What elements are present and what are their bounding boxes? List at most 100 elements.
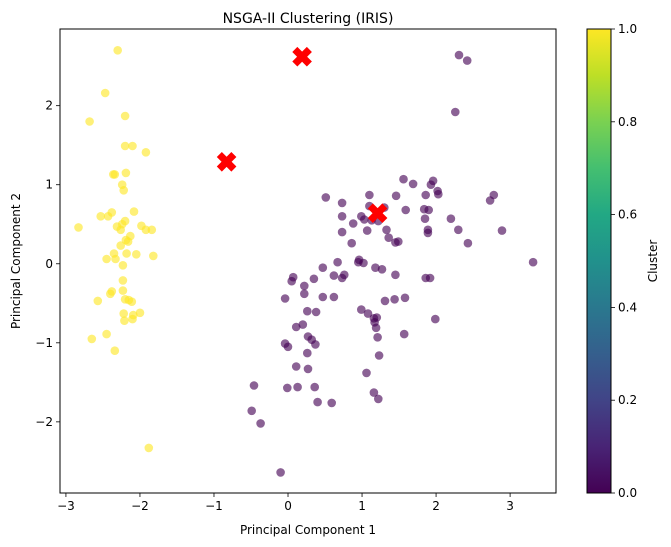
- data-point-cluster-1: [120, 141, 130, 151]
- data-point-cluster-1: [119, 186, 128, 195]
- data-point-cluster-0: [408, 179, 418, 189]
- data-point-cluster-1: [132, 250, 141, 259]
- data-point-cluster-0: [340, 270, 349, 280]
- data-point-cluster-0: [451, 107, 460, 117]
- centroid-marker: [216, 152, 237, 172]
- data-point-cluster-1: [85, 117, 94, 126]
- data-point-cluster-1: [102, 329, 111, 339]
- colorbar-ticks: 0.0 0.2 0.4 0.6 0.8 1.0: [611, 22, 637, 500]
- data-point-cluster-0: [371, 323, 381, 333]
- x-axis: −3 −2 −1 0 1 2 3: [57, 493, 514, 513]
- x-tick-label: −1: [205, 499, 223, 513]
- data-point-cluster-0: [337, 212, 347, 221]
- data-point-cluster-0: [363, 309, 373, 318]
- data-point-cluster-0: [318, 263, 328, 273]
- data-point-cluster-0: [300, 289, 309, 299]
- centroids-layer: [216, 46, 388, 223]
- data-point-cluster-1: [128, 141, 137, 151]
- colorbar-frame: [586, 28, 612, 494]
- data-point-cluster-0: [280, 294, 290, 303]
- data-point-cluster-0: [321, 193, 331, 202]
- x-tick-label: −3: [57, 499, 75, 513]
- data-point-cluster-0: [374, 394, 383, 404]
- data-point-cluster-1: [118, 261, 128, 270]
- data-point-cluster-0: [446, 214, 456, 223]
- data-point-cluster-0: [280, 339, 290, 348]
- data-point-cluster-1: [120, 316, 129, 326]
- data-point-cluster-0: [426, 180, 436, 189]
- colorbar-tick-label: 0.0: [618, 486, 637, 500]
- data-point-cluster-0: [400, 293, 410, 303]
- data-point-cluster-0: [276, 468, 285, 477]
- data-point-cluster-1: [103, 212, 113, 221]
- data-point-cluster-0: [311, 307, 321, 317]
- data-point-cluster-1: [100, 88, 110, 98]
- data-point-cluster-0: [528, 257, 538, 267]
- data-point-cluster-0: [394, 237, 403, 246]
- data-point-cluster-1: [144, 443, 154, 453]
- data-point-cluster-0: [454, 225, 463, 235]
- data-point-cluster-0: [337, 227, 347, 237]
- data-point-cluster-1: [129, 207, 139, 216]
- data-point-cluster-1: [110, 346, 120, 356]
- data-point-cluster-0: [333, 257, 342, 267]
- data-point-cluster-1: [106, 289, 115, 299]
- data-point-cluster-0: [303, 306, 312, 316]
- x-tick-label: 0: [284, 499, 292, 513]
- data-point-cluster-0: [256, 419, 265, 428]
- plot-frame: [59, 28, 557, 494]
- data-point-cluster-0: [463, 238, 473, 248]
- data-point-cluster-0: [357, 305, 366, 314]
- data-point-cluster-0: [431, 314, 440, 324]
- data-point-cluster-0: [313, 397, 322, 407]
- data-point-cluster-0: [362, 226, 372, 235]
- data-point-cluster-0: [310, 382, 320, 392]
- data-point-cluster-0: [462, 56, 472, 65]
- data-point-cluster-1: [120, 111, 130, 121]
- data-point-cluster-0: [497, 226, 507, 235]
- data-point-cluster-1: [113, 46, 122, 55]
- data-point-cluster-0: [434, 189, 443, 199]
- data-point-cluster-0: [365, 190, 374, 200]
- y-axis: −2 −1 0 1 2: [35, 99, 60, 429]
- data-point-cluster-0: [373, 333, 382, 342]
- data-point-cluster-1: [122, 249, 131, 258]
- data-point-cluster-0: [425, 273, 435, 283]
- data-point-cluster-1: [149, 251, 158, 261]
- data-point-cluster-0: [377, 265, 387, 274]
- data-point-cluster-1: [141, 225, 151, 235]
- data-point-cluster-1: [110, 170, 120, 179]
- data-point-cluster-0: [369, 388, 379, 397]
- data-point-cluster-0: [382, 225, 391, 235]
- data-point-cluster-0: [300, 281, 309, 291]
- data-point-cluster-0: [380, 296, 390, 306]
- data-point-cluster-0: [291, 362, 301, 371]
- data-point-cluster-0: [303, 348, 312, 358]
- x-tick-label: −2: [131, 499, 149, 513]
- data-point-cluster-0: [384, 233, 394, 242]
- data-point-cluster-1: [135, 308, 145, 318]
- points-layer: [74, 46, 538, 477]
- data-point-cluster-0: [399, 174, 408, 184]
- colorbar-tick-label: 0.4: [618, 300, 637, 314]
- data-point-cluster-0: [391, 270, 400, 280]
- data-point-cluster-0: [359, 258, 368, 268]
- colorbar-tick-label: 0.6: [618, 208, 637, 222]
- data-point-cluster-0: [309, 274, 319, 284]
- data-point-cluster-1: [111, 254, 120, 264]
- y-tick-label: 0: [45, 257, 53, 271]
- data-point-cluster-0: [399, 329, 409, 339]
- centroid-marker: [367, 203, 388, 223]
- data-point-cluster-0: [327, 398, 337, 408]
- centroid-marker: [292, 46, 312, 67]
- colorbar-gradient: [587, 29, 611, 493]
- data-point-cluster-0: [291, 322, 301, 332]
- y-tick-label: −2: [35, 415, 53, 429]
- data-point-cluster-1: [112, 222, 122, 231]
- colorbar: 0.0 0.2 0.4 0.6 0.8 1.0 Cluster: [586, 22, 660, 500]
- y-axis-label: Principal Component 2: [9, 193, 23, 329]
- data-point-cluster-0: [420, 214, 430, 223]
- data-point-cluster-0: [401, 205, 411, 215]
- data-point-cluster-0: [423, 228, 433, 238]
- data-point-cluster-1: [147, 225, 157, 235]
